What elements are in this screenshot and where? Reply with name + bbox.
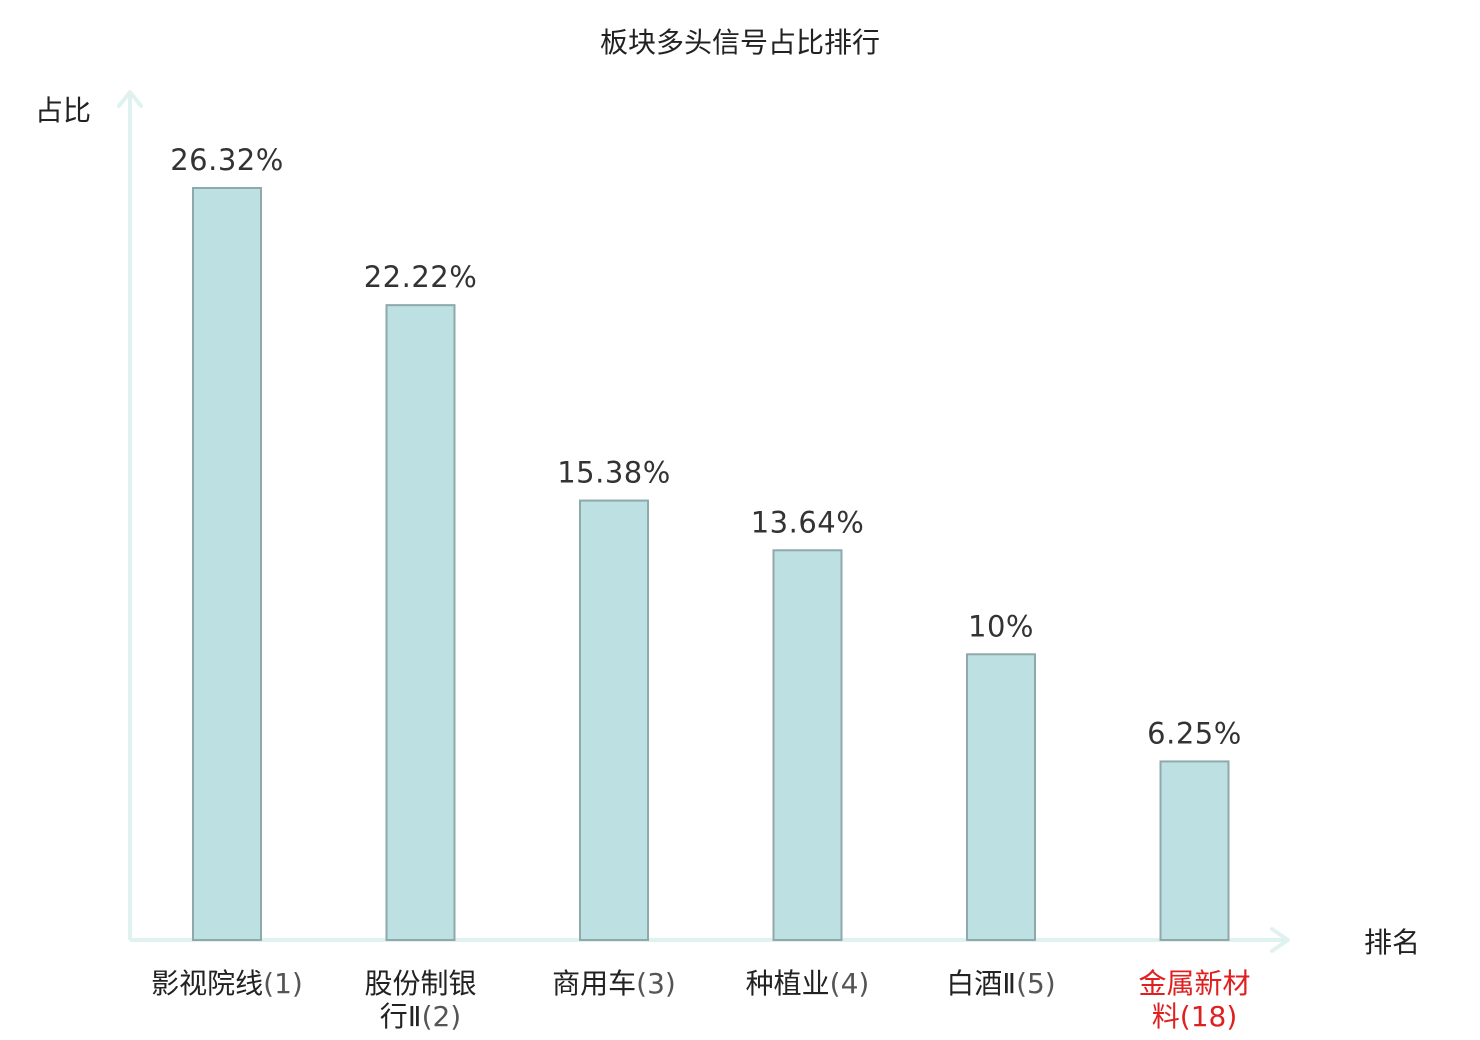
x-tick-label: 白酒Ⅱ(5) bbox=[946, 967, 1055, 1000]
x-axis-label: 排名 bbox=[1364, 926, 1420, 959]
bar bbox=[385, 304, 456, 941]
bar bbox=[579, 499, 649, 941]
bar-value-label: 13.64% bbox=[751, 505, 865, 539]
bar-value-label: 22.22% bbox=[364, 260, 478, 294]
y-axis-arrow-icon bbox=[117, 90, 143, 108]
bar bbox=[192, 187, 262, 941]
y-axis-label: 占比 bbox=[35, 94, 91, 127]
bar bbox=[772, 549, 843, 941]
x-tick-label: 股份制银 bbox=[364, 967, 476, 1000]
bar bbox=[966, 653, 1036, 941]
x-tick-label: 种植业(4) bbox=[746, 967, 870, 1000]
x-tick-label: 商用车(3) bbox=[552, 967, 676, 1000]
bar-value-label: 10% bbox=[968, 609, 1034, 643]
x-tick-label: 料(18) bbox=[1152, 1000, 1238, 1033]
bar-value-label: 26.32% bbox=[170, 143, 284, 177]
x-axis-arrow-icon bbox=[1270, 927, 1290, 953]
x-tick-label: 行Ⅱ(2) bbox=[380, 1000, 461, 1033]
chart-title: 板块多头信号占比排行 bbox=[600, 26, 880, 59]
x-tick-label: 影视院线(1) bbox=[151, 967, 303, 1000]
bar-value-label: 15.38% bbox=[557, 456, 671, 490]
bar-value-label: 6.25% bbox=[1147, 716, 1242, 750]
bar bbox=[1159, 760, 1230, 942]
x-tick-label: 金属新材 bbox=[1138, 967, 1250, 1000]
